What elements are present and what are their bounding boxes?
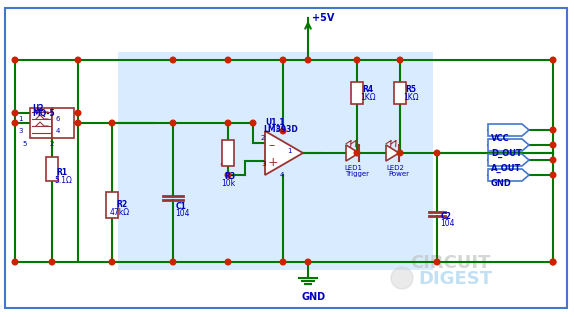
Text: 8: 8 <box>276 126 281 132</box>
Polygon shape <box>488 139 529 151</box>
Text: U2: U2 <box>32 104 44 113</box>
Text: MQ-5: MQ-5 <box>32 109 55 118</box>
Circle shape <box>550 259 556 265</box>
Text: LED1: LED1 <box>344 165 362 171</box>
Circle shape <box>434 150 440 156</box>
Text: R5: R5 <box>405 85 416 94</box>
Circle shape <box>354 150 360 156</box>
Circle shape <box>170 120 176 126</box>
Text: 2: 2 <box>261 135 265 141</box>
Bar <box>351 82 363 104</box>
Text: 1KΩ: 1KΩ <box>403 93 418 102</box>
Polygon shape <box>488 124 529 136</box>
Circle shape <box>225 259 231 265</box>
Polygon shape <box>488 169 529 181</box>
Circle shape <box>225 57 231 63</box>
Circle shape <box>397 57 403 63</box>
Circle shape <box>12 259 18 265</box>
Text: 6: 6 <box>56 116 60 122</box>
Text: C1: C1 <box>176 202 187 211</box>
Text: 47kΩ: 47kΩ <box>110 208 130 217</box>
Text: 3: 3 <box>261 161 266 167</box>
Circle shape <box>12 110 18 116</box>
Text: Trigger: Trigger <box>345 171 369 177</box>
Text: 2: 2 <box>50 141 55 147</box>
Text: 4: 4 <box>56 128 60 134</box>
Text: D_OUT: D_OUT <box>491 149 522 158</box>
Text: 1: 1 <box>18 116 22 122</box>
Text: 4: 4 <box>280 172 284 178</box>
Circle shape <box>12 120 18 126</box>
Circle shape <box>170 259 176 265</box>
Circle shape <box>305 259 311 265</box>
Circle shape <box>170 57 176 63</box>
Circle shape <box>550 157 556 163</box>
Circle shape <box>109 120 115 126</box>
Text: 104: 104 <box>440 219 455 228</box>
Text: R2: R2 <box>116 200 127 209</box>
Text: LED2: LED2 <box>386 165 404 171</box>
Bar <box>30 108 52 138</box>
Text: 5.1Ω: 5.1Ω <box>54 176 72 185</box>
Text: A_OUT: A_OUT <box>491 164 521 173</box>
Text: +5V: +5V <box>312 13 335 23</box>
Polygon shape <box>346 145 359 161</box>
Text: R1: R1 <box>56 168 67 177</box>
Polygon shape <box>265 131 303 175</box>
Text: 104: 104 <box>175 209 189 218</box>
Bar <box>52 108 74 138</box>
Circle shape <box>280 259 286 265</box>
Polygon shape <box>488 154 529 166</box>
Bar <box>222 140 234 166</box>
Text: U1.1: U1.1 <box>265 118 285 127</box>
Text: 1: 1 <box>287 148 292 154</box>
Text: 10k: 10k <box>221 179 235 188</box>
Circle shape <box>49 259 55 265</box>
Circle shape <box>12 57 18 63</box>
Text: GND: GND <box>491 179 512 188</box>
Text: R3: R3 <box>224 172 235 181</box>
Circle shape <box>109 259 115 265</box>
Text: LM393D: LM393D <box>263 125 298 134</box>
Text: R4: R4 <box>362 85 373 94</box>
Circle shape <box>280 128 286 134</box>
Circle shape <box>280 57 286 63</box>
Circle shape <box>434 259 440 265</box>
Circle shape <box>225 172 231 178</box>
Text: 1KΩ: 1KΩ <box>360 93 375 102</box>
Circle shape <box>397 150 403 156</box>
Circle shape <box>75 57 81 63</box>
Bar <box>394 82 406 104</box>
Text: 3: 3 <box>18 128 22 134</box>
Text: Power: Power <box>388 171 409 177</box>
Circle shape <box>75 120 81 126</box>
Circle shape <box>550 259 556 265</box>
Circle shape <box>550 127 556 133</box>
Polygon shape <box>386 145 399 161</box>
Circle shape <box>75 110 81 116</box>
Circle shape <box>550 57 556 63</box>
Circle shape <box>354 57 360 63</box>
Bar <box>118 52 433 270</box>
Circle shape <box>550 142 556 148</box>
Circle shape <box>391 267 413 289</box>
Text: 5: 5 <box>22 141 26 147</box>
Circle shape <box>550 172 556 178</box>
Bar <box>46 157 58 181</box>
Circle shape <box>250 120 256 126</box>
Text: CIRCUIT: CIRCUIT <box>410 254 490 272</box>
Text: GND: GND <box>301 292 325 302</box>
Bar <box>106 192 118 218</box>
Circle shape <box>225 120 231 126</box>
Text: DIGEST: DIGEST <box>418 270 492 288</box>
Circle shape <box>305 57 311 63</box>
Text: +: + <box>268 156 278 169</box>
Text: C2: C2 <box>441 212 452 221</box>
Text: –: – <box>268 139 274 152</box>
Text: VCC: VCC <box>491 134 510 143</box>
